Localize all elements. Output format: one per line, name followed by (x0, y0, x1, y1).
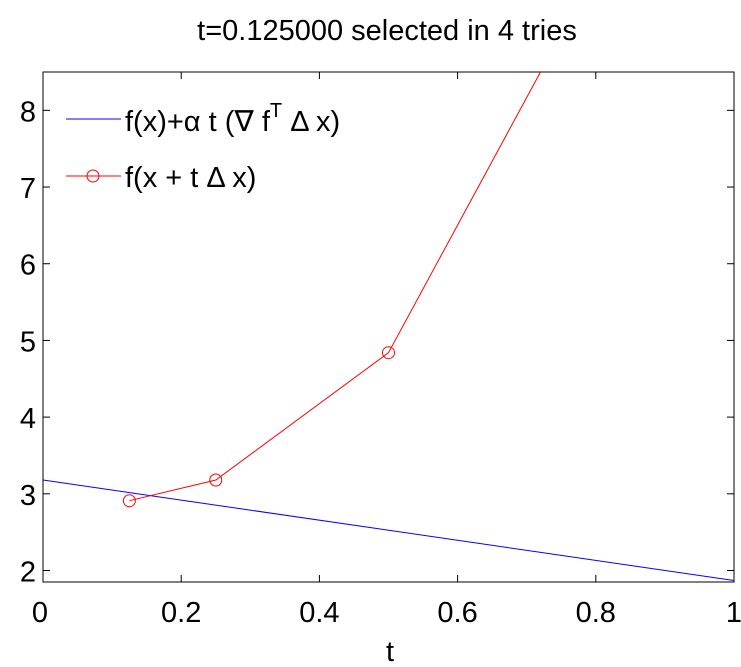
y-tick-label: 2 (20, 556, 36, 588)
chart-title: t=0.125000 selected in 4 tries (197, 15, 577, 47)
legend-marker-red (86, 169, 100, 183)
y-tick-label: 3 (20, 480, 36, 512)
x-tick-label: 0.4 (299, 597, 339, 629)
series-line-2 (129, 72, 541, 502)
data-point (209, 473, 223, 487)
data-point (382, 346, 395, 360)
x-tick-label: 0.6 (437, 597, 477, 629)
x-axis-label: t (386, 636, 394, 667)
data-point (122, 494, 136, 508)
y-tick-label: 4 (20, 403, 36, 435)
plot-area (42, 71, 735, 583)
x-tick-label: 0.2 (161, 597, 201, 629)
x-tick-label: 1 (726, 597, 741, 629)
y-tick-label: 8 (20, 96, 36, 128)
legend: f(x)+α t (∇ fT Δ x) f(x + t Δ x) (66, 100, 340, 194)
x-axis: 0 0.2 0.4 0.6 0.8 1 (32, 72, 741, 629)
series-line-1 (43, 479, 734, 581)
legend-label-1: f(x)+α t (∇ fT Δ x) (125, 100, 340, 138)
y-tick-label: 7 (20, 173, 36, 205)
series-layer (43, 72, 734, 581)
x-tick-label: 0 (32, 597, 48, 629)
y-tick-label: 5 (20, 326, 36, 358)
y-tick-label: 6 (20, 250, 36, 282)
y-axis: 2 3 4 5 6 7 8 (20, 96, 734, 588)
legend-label-2: f(x + t Δ x) (125, 162, 256, 194)
x-tick-label: 0.8 (576, 597, 616, 629)
